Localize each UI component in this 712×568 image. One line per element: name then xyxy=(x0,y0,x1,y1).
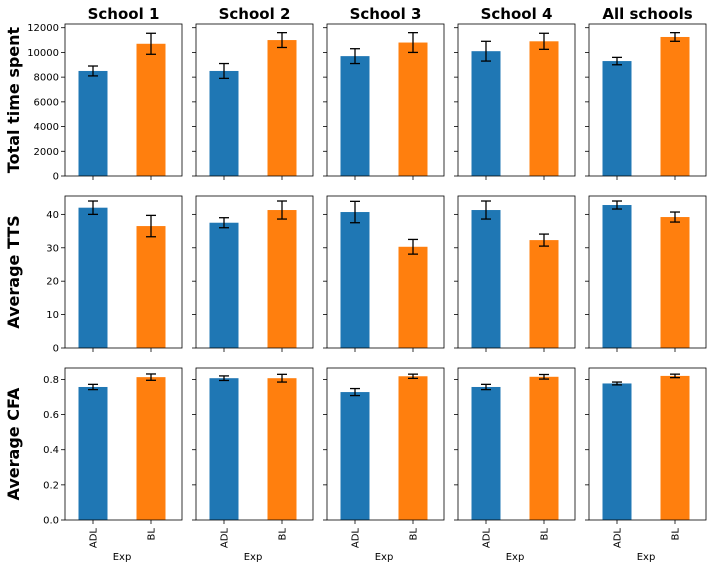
panel-frame-r1c4 xyxy=(457,23,576,177)
row-label-1: Total time spent xyxy=(4,26,23,173)
bar-bl-r2c5 xyxy=(660,217,690,348)
y-tick-label-r2: 20 xyxy=(46,277,59,288)
y-tick-label-r1: 12000 xyxy=(27,23,59,34)
bar-bl-r1c1 xyxy=(136,43,166,177)
bar-adl-r3c5 xyxy=(602,383,632,520)
panel-frame-r2c2 xyxy=(195,195,314,349)
x-axis-label-c5: Exp xyxy=(637,552,656,563)
y-tick-label-r2: 40 xyxy=(46,210,59,221)
x-axis-label-c2: Exp xyxy=(244,552,263,563)
y-tick-label-r3: 0.0 xyxy=(43,516,59,527)
bar-bl-r2c4 xyxy=(529,240,559,348)
y-tick-label-r2: 0 xyxy=(53,344,59,355)
x-tick-label-c3: ADL xyxy=(351,528,362,549)
x-tick-label-c1: BL xyxy=(147,528,158,541)
bar-adl-r2c3 xyxy=(340,212,370,348)
x-axis-label-c4: Exp xyxy=(506,552,525,563)
panel-frame-r1c1 xyxy=(64,23,183,177)
bar-adl-r1c2 xyxy=(209,70,239,176)
panel-frame-r3c5 xyxy=(588,367,707,521)
panel-frame-r2c1 xyxy=(64,195,183,349)
panel-frame-r1c5 xyxy=(588,23,707,177)
bar-bl-r1c2 xyxy=(267,40,297,177)
bar-bl-r1c5 xyxy=(660,36,690,176)
bar-bl-r3c1 xyxy=(136,377,166,520)
panel-frame-r3c2 xyxy=(195,367,314,521)
bar-adl-r3c4 xyxy=(471,386,501,520)
bar-bl-r3c2 xyxy=(267,378,297,520)
column-title-4: School 4 xyxy=(481,5,553,23)
x-tick-label-c5: ADL xyxy=(613,528,624,549)
y-tick-label-r2: 10 xyxy=(46,310,59,321)
panel-frame-r1c2 xyxy=(195,23,314,177)
panel-frame-r3c1 xyxy=(64,367,183,521)
panel-frame-r2c4 xyxy=(457,195,576,349)
y-tick-label-r3: 0.8 xyxy=(43,375,59,386)
bar-adl-r1c1 xyxy=(78,70,108,176)
column-title-1: School 1 xyxy=(88,5,160,23)
x-axis-label-c1: Exp xyxy=(113,552,132,563)
panel-frame-r1c3 xyxy=(326,23,445,177)
y-tick-label-r1: 2000 xyxy=(34,147,59,158)
column-title-2: School 2 xyxy=(219,5,291,23)
x-tick-label-c3: BL xyxy=(409,528,420,541)
y-tick-label-r3: 0.2 xyxy=(43,480,59,491)
bar-adl-r2c5 xyxy=(602,205,632,348)
bar-bl-r3c5 xyxy=(660,375,690,520)
bar-bl-r3c4 xyxy=(529,376,559,520)
x-tick-label-c2: BL xyxy=(278,528,289,541)
x-tick-label-c4: ADL xyxy=(482,528,493,549)
y-tick-label-r1: 0 xyxy=(53,172,59,183)
y-tick-label-r3: 0.6 xyxy=(43,410,59,421)
row-label-3: Average CFA xyxy=(4,387,23,500)
y-tick-label-r1: 6000 xyxy=(34,97,59,108)
x-tick-label-c4: BL xyxy=(540,528,551,541)
bar-adl-r3c3 xyxy=(340,392,370,520)
bar-adl-r1c4 xyxy=(471,51,501,176)
bar-adl-r2c2 xyxy=(209,222,239,348)
y-tick-label-r1: 4000 xyxy=(34,122,59,133)
bar-adl-r1c5 xyxy=(602,61,632,177)
bar-bl-r2c2 xyxy=(267,210,297,348)
x-tick-label-c2: ADL xyxy=(220,528,231,549)
row-label-2: Average TTS xyxy=(4,215,23,328)
y-tick-label-r1: 8000 xyxy=(34,73,59,84)
column-title-3: School 3 xyxy=(350,5,422,23)
bar-adl-r3c2 xyxy=(209,378,239,520)
bar-bl-r2c3 xyxy=(398,246,428,348)
panel-frame-r2c3 xyxy=(326,195,445,349)
x-axis-label-c3: Exp xyxy=(375,552,394,563)
panel-frame-r3c4 xyxy=(457,367,576,521)
column-title-5: All schools xyxy=(602,5,692,23)
y-tick-label-r2: 30 xyxy=(46,243,59,254)
bar-adl-r2c1 xyxy=(78,207,108,348)
bar-bl-r2c1 xyxy=(136,226,166,348)
panel-frame-r2c5 xyxy=(588,195,707,349)
bar-bl-r1c3 xyxy=(398,42,428,176)
bar-adl-r2c4 xyxy=(471,210,501,348)
y-tick-label-r1: 10000 xyxy=(27,48,59,59)
y-tick-label-r3: 0.4 xyxy=(43,445,59,456)
panel-frame-r3c3 xyxy=(326,367,445,521)
bar-bl-r3c3 xyxy=(398,376,428,520)
x-tick-label-c1: ADL xyxy=(89,528,100,549)
bar-bl-r1c4 xyxy=(529,41,559,176)
bar-adl-r1c3 xyxy=(340,56,370,176)
x-tick-label-c5: BL xyxy=(671,528,682,541)
bar-adl-r3c1 xyxy=(78,386,108,520)
